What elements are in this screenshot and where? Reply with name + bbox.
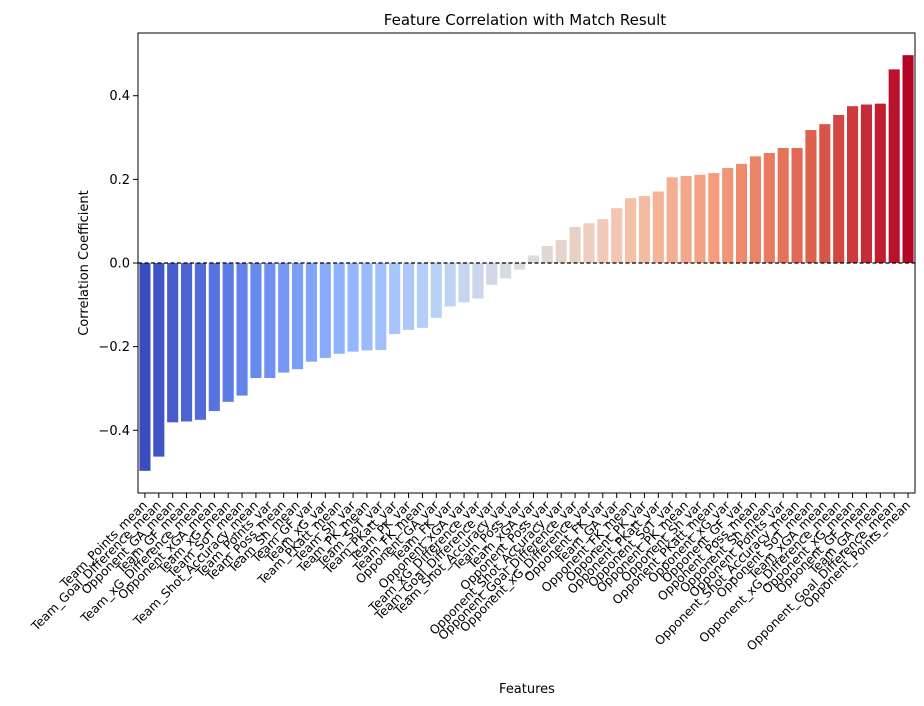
bar-Opponent_Points_mean bbox=[902, 55, 914, 263]
bar-Team_GA_mean bbox=[874, 103, 886, 263]
bar-Team_PKatt_mean bbox=[333, 263, 345, 354]
bar-Opponent_SoT_mean bbox=[805, 130, 817, 263]
bar-Team_xG_mean bbox=[222, 263, 234, 402]
bar-Team_Shot_Accuracy_var bbox=[500, 263, 512, 279]
x-axis: Team_Points_meanTeam_Goal_Difference_mea… bbox=[28, 493, 913, 653]
y-tick-label: 0.0 bbox=[109, 257, 130, 272]
bar-Team_Sh_var bbox=[347, 263, 359, 352]
bar-Opponent_Points_var bbox=[777, 148, 789, 263]
bar-Opponent_xG_var bbox=[722, 168, 734, 263]
y-tick-label: −0.4 bbox=[98, 424, 130, 439]
bar-Opponent_Poss_mean bbox=[749, 156, 761, 263]
bar-Team_FK_mean bbox=[416, 263, 428, 328]
bar-Opponent_Poss_var bbox=[541, 245, 553, 263]
bar-Team_Poss_var bbox=[514, 263, 526, 270]
bar-Opponent_Shot_Accuracy_var bbox=[555, 240, 567, 263]
bar-Team_xGA_mean bbox=[819, 124, 831, 263]
bar-Team_GF_var bbox=[305, 263, 317, 362]
bar-Team_Goal_Difference_mean bbox=[153, 263, 165, 457]
bar-Opponent_Shot_Accuracy_mean bbox=[791, 148, 803, 263]
bar-Team_PK_mean bbox=[361, 263, 373, 351]
bars-group bbox=[139, 55, 914, 471]
bar-Team_SoT_var bbox=[375, 263, 387, 350]
bar-Opponent_Sh_mean bbox=[763, 153, 775, 263]
bar-Opponent_GF_mean bbox=[860, 104, 872, 263]
y-tick-label: 0.2 bbox=[109, 173, 130, 188]
y-axis: −0.4 −0.2 0.0 0.2 0.4 bbox=[98, 89, 138, 439]
bar-Team_FK_var bbox=[444, 263, 456, 307]
bar-Opponent_GA_var bbox=[430, 263, 442, 318]
bar-Opponent_GA_mean bbox=[167, 263, 179, 423]
bar-Team_PKatt_var bbox=[389, 263, 401, 335]
bar-Opponent_Goal_Difference_var bbox=[569, 227, 581, 263]
bar-Team_xG_Difference_var bbox=[472, 263, 484, 299]
bar-Opponent_SoT_var bbox=[666, 177, 678, 263]
bar-Team_xGA_var bbox=[527, 255, 539, 263]
bar-Team_SoT_mean bbox=[236, 263, 248, 396]
bar-Team_xG_var bbox=[319, 263, 331, 358]
bar-Opponent_PK_var bbox=[638, 196, 650, 263]
bar-Opponent_FK_var bbox=[597, 219, 609, 263]
bar-Opponent_Sh_var bbox=[694, 174, 706, 263]
bar-Opponent_xGA_mean bbox=[208, 263, 220, 412]
bar-Opponent_FK_mean bbox=[625, 198, 637, 263]
x-axis-label: Features bbox=[499, 682, 555, 697]
bar-Team_Sh_mean bbox=[292, 263, 304, 370]
bar-Team_GA_var bbox=[611, 208, 623, 263]
chart-title: Feature Correlation with Match Result bbox=[384, 11, 667, 29]
bar-Team_Shot_Accuracy_mean bbox=[250, 263, 262, 378]
bar-Opponent_xGA_var bbox=[458, 263, 470, 303]
bar-Team_Poss_mean bbox=[278, 263, 290, 373]
bar-Opponent_xG_Difference_mean bbox=[833, 114, 845, 264]
bar-Opponent_PKatt_mean bbox=[708, 173, 720, 263]
bar-Team_xG_Difference_mean bbox=[194, 263, 206, 420]
bar-Opponent_xG_Difference_var bbox=[583, 223, 595, 263]
y-axis-label: Correlation Coefficient bbox=[77, 190, 92, 336]
y-tick-label: 0.4 bbox=[109, 89, 130, 104]
bar-Team_Goal_Difference_var bbox=[486, 263, 498, 285]
bar-Opponent_xG_mean bbox=[847, 106, 859, 264]
bar-Team_Points_mean bbox=[139, 263, 151, 471]
bar-Team_PK_var bbox=[403, 263, 415, 330]
bar-Team_GF_mean bbox=[181, 263, 193, 422]
y-tick-label: −0.2 bbox=[98, 340, 130, 355]
bar-Opponent_PK_mean bbox=[680, 176, 692, 263]
bar-Opponent_PKatt_var bbox=[652, 191, 664, 263]
bar-Team_Points_var bbox=[264, 263, 276, 378]
bar-Opponent_Goal_Difference_mean bbox=[888, 69, 900, 263]
bar-Opponent_GF_var bbox=[736, 163, 748, 263]
